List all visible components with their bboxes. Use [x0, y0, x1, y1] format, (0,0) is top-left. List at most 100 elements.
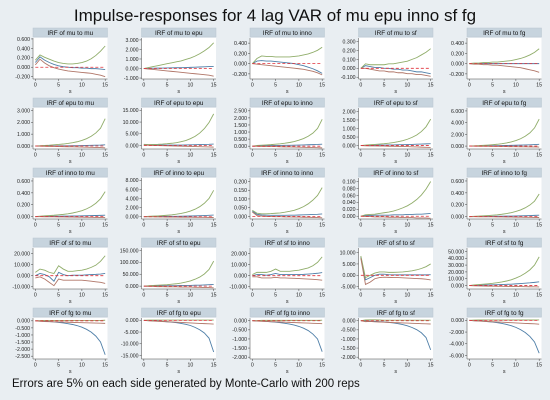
upper-band-line	[469, 48, 540, 65]
panel-title-strip	[249, 167, 325, 178]
panel-title: IRF of inno to epu	[153, 170, 204, 177]
x-tick-label: 5	[383, 363, 386, 369]
x-tick-label: 5	[57, 83, 60, 89]
irf-panel: IRF of fg to inno 0.000 -0.500 -1.000 -1.500…	[232, 307, 325, 375]
y-tick-label: -2.000	[449, 330, 464, 336]
y-tick-label: 0.200	[451, 51, 464, 57]
x-tick-label: 5	[57, 293, 60, 299]
x-tick-label: 10	[188, 223, 194, 229]
irf-panel: IRF of epu to inno2.5002.0001.5001.0000.…	[234, 97, 325, 165]
x-tick-label: 10	[188, 83, 194, 89]
x-axis-label: s	[394, 89, 397, 95]
plot-area	[141, 318, 216, 359]
panel-title-strip	[466, 167, 542, 178]
x-tick-label: 5	[274, 223, 277, 229]
x-tick-label: 0	[468, 363, 471, 369]
x-tick-label: 10	[188, 293, 194, 299]
irf-panel: IRF of fg to epu 0.000 -5.000 -10.000 -15.00…	[121, 307, 217, 375]
lower-band-line	[469, 285, 540, 288]
y-tick-label: -0.200	[15, 75, 30, 81]
x-tick-label: 15	[102, 223, 108, 229]
y-tick-label: 0.000	[234, 62, 247, 68]
y-tick-label: -0.500	[15, 326, 30, 332]
panel-title-strip	[249, 97, 325, 108]
y-tick-label: 0.000	[126, 318, 139, 324]
panel-title-strip	[141, 167, 217, 178]
upper-band-line	[469, 118, 540, 147]
y-tick-label: 10.000	[448, 277, 464, 283]
x-tick-label: 10	[513, 363, 519, 369]
y-tick-label: 0.080	[343, 186, 356, 192]
x-axis-label: s	[69, 229, 72, 235]
x-tick-label: 10	[296, 363, 302, 369]
irf-line	[252, 210, 323, 216]
y-tick-label: -0.100	[341, 75, 356, 81]
irf-panel: IRF of inno to fg 0.600 0.400 0.200 0.000 0 5 1…	[451, 167, 542, 235]
y-tick-label: -0.500	[232, 328, 247, 334]
upper-band-line	[35, 191, 106, 218]
irf-line	[360, 257, 431, 281]
lower-band-line	[360, 67, 431, 77]
x-tick-label: 10	[79, 153, 85, 159]
x-tick-label: 15	[211, 363, 217, 369]
panel-title: IRF of inno to inno	[261, 170, 314, 177]
x-tick-label: 5	[166, 223, 169, 229]
irf-line	[360, 320, 432, 351]
x-axis-label: s	[69, 369, 72, 375]
x-tick-label: 5	[57, 153, 60, 159]
x-tick-label: 0	[34, 153, 37, 159]
panel-title: IRF of mu to fg	[483, 30, 526, 37]
lower-band-line	[252, 63, 323, 76]
y-tick-label: 10.000	[340, 250, 356, 256]
x-tick-label: 15	[428, 363, 434, 369]
x-axis-label: s	[286, 299, 289, 305]
x-axis-label: s	[286, 229, 289, 235]
lower-band-line	[143, 319, 214, 325]
y-tick-label: 0.000	[126, 143, 139, 149]
panel-title-strip	[466, 237, 542, 248]
x-tick-label: 15	[428, 223, 434, 229]
figure-footnote: Errors are 5% on each side generated by …	[12, 378, 360, 390]
y-tick-label: 3.000	[17, 108, 30, 114]
irf-panel: IRF of epu to mu 3.000 2.000 1.000 0.000 0 5 10…	[17, 97, 108, 165]
upper-band-line	[35, 118, 106, 147]
x-tick-label: 5	[274, 153, 277, 159]
x-tick-label: 5	[383, 153, 386, 159]
irf-panel: IRF of fg to sf 0.000 -0.500 -1.000 -1.500 -2…	[341, 307, 434, 375]
y-tick-label: 0.000	[234, 214, 247, 220]
plot-area	[358, 38, 433, 79]
y-tick-label: 5.000	[343, 262, 356, 268]
y-tick-label: 0.040	[343, 200, 356, 206]
panel-title-strip	[466, 27, 542, 38]
x-axis-label: s	[394, 299, 397, 305]
x-tick-label: 0	[359, 83, 362, 89]
x-tick-label: 10	[513, 153, 519, 159]
plot-area	[141, 38, 216, 79]
x-tick-label: 10	[296, 83, 302, 89]
irf-line	[360, 65, 431, 75]
x-axis-label: s	[177, 229, 180, 235]
y-tick-label: 0.200	[17, 56, 30, 62]
lower-band-line	[34, 58, 106, 78]
y-tick-label: 50.000	[448, 249, 464, 255]
x-tick-label: 10	[79, 293, 85, 299]
x-tick-label: 15	[428, 153, 434, 159]
plot-area	[467, 248, 542, 289]
y-tick-label: -1.000	[15, 333, 30, 339]
y-tick-label: 100.000	[120, 260, 139, 266]
y-tick-label: 0.000	[234, 274, 247, 280]
x-tick-label: 15	[211, 153, 217, 159]
x-axis-label: s	[394, 159, 397, 165]
x-tick-label: 0	[34, 363, 37, 369]
y-tick-label: -0.500	[341, 328, 356, 334]
y-tick-label: -1.000	[341, 337, 356, 343]
panel-title-strip	[358, 97, 434, 108]
panel-title: IRF of fg to fg	[485, 310, 524, 317]
y-tick-label: 2.000	[126, 206, 139, 212]
x-tick-label: 5	[57, 363, 60, 369]
x-tick-label: 5	[274, 293, 277, 299]
panel-title-strip	[358, 307, 434, 318]
x-tick-label: 5	[166, 363, 169, 369]
